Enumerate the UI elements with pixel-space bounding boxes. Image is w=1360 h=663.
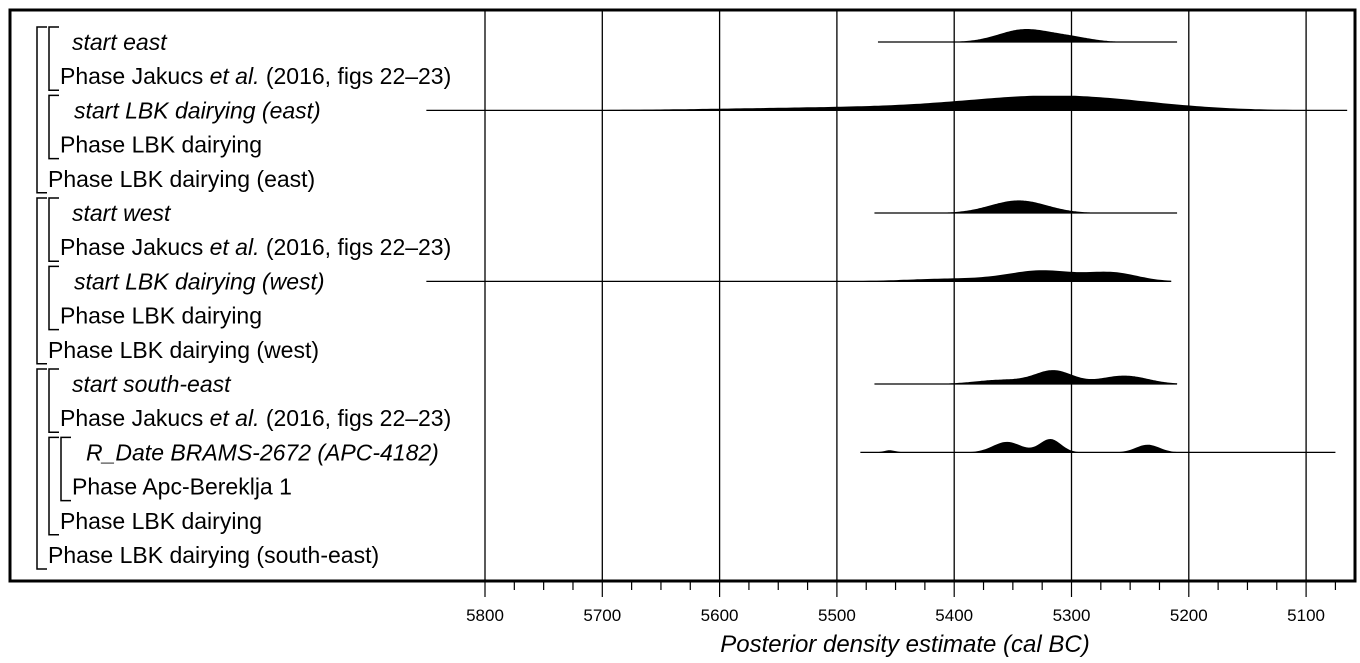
posterior-distribution [426,95,1348,111]
phase-bracket [48,26,59,91]
row-label-part: (2016, figs 22–23) [259,405,451,431]
phase-bracket [36,26,47,194]
row-label: Phase Jakucs et al. (2016, figs 22–23) [60,234,451,260]
row-label-part: et al. [210,234,260,260]
row-label: start LBK dairying (east) [74,97,321,123]
row-label-part: (2016, figs 22–23) [259,63,451,89]
phase-bracket [36,197,47,365]
posterior-distribution [860,439,1336,453]
phase-bracket [48,368,59,433]
row-label: Phase LBK dairying (west) [48,337,319,363]
row-label: start south-east [72,371,232,397]
phase-brackets [36,26,71,570]
phase-bracket [48,265,59,331]
row-label-part: Phase Jakucs [60,234,210,260]
row-label: Phase LBK dairying [60,508,262,534]
phase-bracket [36,368,47,570]
row-label: Phase Jakucs et al. (2016, figs 22–23) [60,63,451,89]
row-label: Phase LBK dairying (east) [48,166,315,192]
row-label-part: et al. [210,63,260,89]
tick-label: 5100 [1287,606,1325,625]
row-label: R_Date BRAMS-2672 (APC-4182) [86,439,439,465]
phase-bracket [48,197,59,262]
tick-label: 5200 [1170,606,1208,625]
row-label-part: Phase Jakucs [60,405,210,431]
row-label: start west [72,200,172,226]
x-axis: 5800 5700 5600 5500 5400 5300 5200 5100 [466,581,1337,625]
row-label-part: (2016, figs 22–23) [259,234,451,260]
tick-label: 5700 [583,606,621,625]
posterior-distribution [426,270,1172,282]
phase-bracket [60,436,71,502]
distributions [426,29,1348,453]
row-label: Phase LBK dairying (south-east) [48,542,379,568]
tick-label: 5400 [935,606,973,625]
posterior-distribution [874,370,1178,384]
gridlines [484,10,1307,581]
row-label: start east [72,29,168,55]
row-label: Phase LBK dairying [60,303,262,329]
plot-frame [8,8,1357,583]
row-label: Phase Jakucs et al. (2016, figs 22–23) [60,405,451,431]
tick-label: 5500 [818,606,856,625]
tick-label: 5800 [466,606,504,625]
row-label-part: et al. [210,405,260,431]
x-axis-title: Posterior density estimate (cal BC) [720,631,1089,658]
tick-label: 5300 [1053,606,1091,625]
row-labels: start east Phase Jakucs et al. (2016, fig… [48,29,451,568]
row-label: start LBK dairying (west) [74,268,325,294]
row-label: Phase Apc-Bereklja 1 [72,474,292,500]
posterior-distribution [877,29,1178,42]
phase-bracket [48,436,59,536]
tick-label: 5600 [701,606,739,625]
row-label-part: Phase Jakucs [60,63,210,89]
posterior-distribution [874,200,1178,213]
phase-bracket [48,94,59,160]
row-label: Phase LBK dairying [60,132,262,158]
